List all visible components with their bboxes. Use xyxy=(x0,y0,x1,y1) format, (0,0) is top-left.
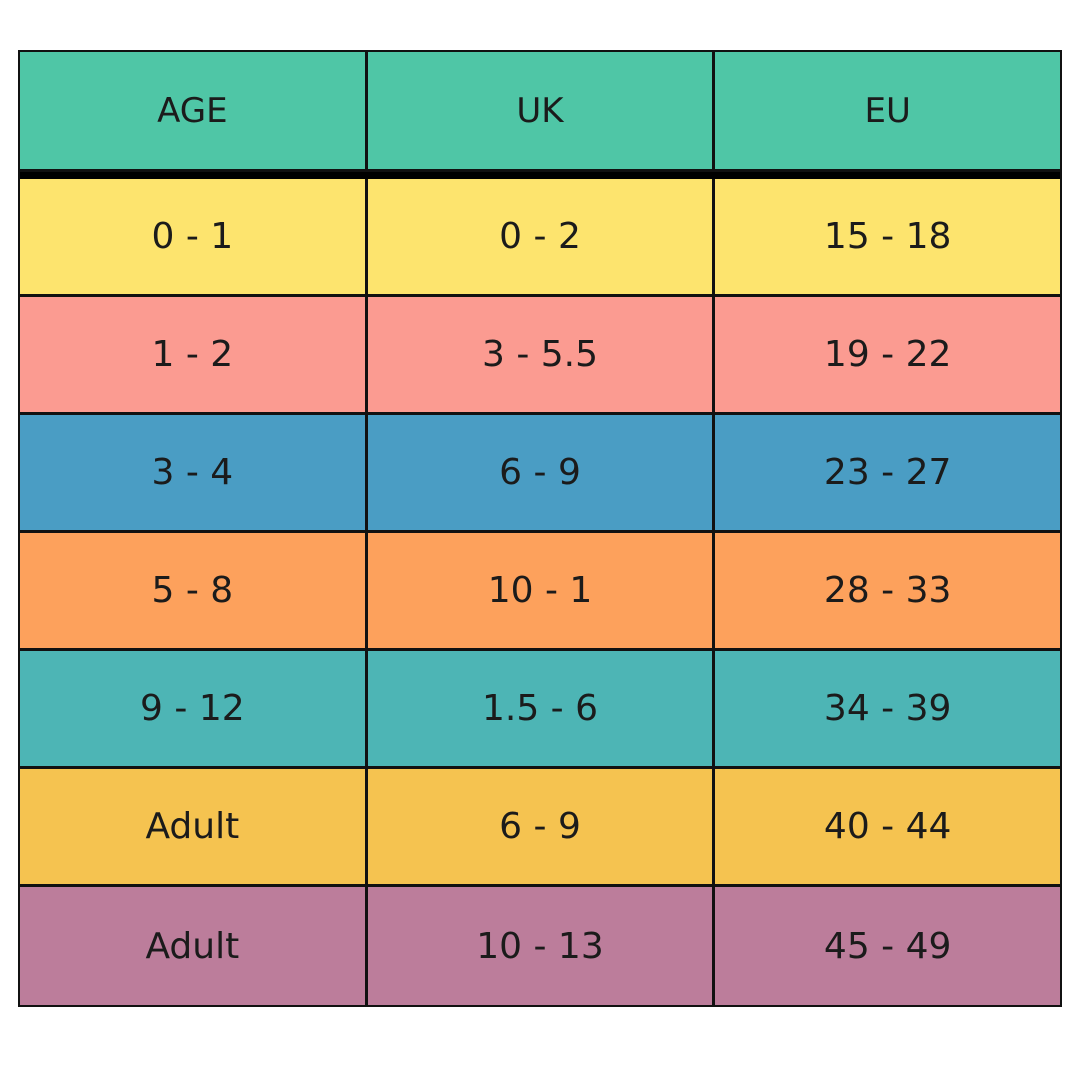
header-cell: UK xyxy=(367,52,716,172)
table-cell: 0 - 2 xyxy=(367,179,716,297)
table-row: 5 - 8 10 - 1 28 - 33 xyxy=(20,533,1061,651)
table-cell: 6 - 9 xyxy=(367,415,716,533)
table-cell: 23 - 27 xyxy=(715,415,1061,533)
table-cell: 34 - 39 xyxy=(715,651,1061,769)
table-cell: 0 - 1 xyxy=(20,179,368,297)
table-cell: 15 - 18 xyxy=(715,179,1061,297)
table-cell: Adult xyxy=(20,887,368,1005)
table-cell: 6 - 9 xyxy=(367,769,716,887)
table-cell: 5 - 8 xyxy=(20,533,368,651)
table-cell: 40 - 44 xyxy=(715,769,1061,887)
table-cell: 28 - 33 xyxy=(715,533,1061,651)
table-cell: 9 - 12 xyxy=(20,651,368,769)
table-row: Adult 10 - 13 45 - 49 xyxy=(20,887,1061,1005)
table-cell: Adult xyxy=(20,769,368,887)
header-cell: EU xyxy=(715,52,1061,172)
table-cell: 1 - 2 xyxy=(20,297,368,415)
table-cell: 3 - 5.5 xyxy=(367,297,716,415)
table-cell: 19 - 22 xyxy=(715,297,1061,415)
table-cell: 1.5 - 6 xyxy=(367,651,716,769)
table-row: Adult 6 - 9 40 - 44 xyxy=(20,769,1061,887)
header-cell: AGE xyxy=(20,52,368,172)
table-cell: 3 - 4 xyxy=(20,415,368,533)
table-cell: 10 - 1 xyxy=(367,533,716,651)
table-cell: 45 - 49 xyxy=(715,887,1061,1005)
table-cell: 10 - 13 xyxy=(367,887,716,1005)
header-row: AGE UK EU xyxy=(20,52,1061,179)
table-row: 9 - 12 1.5 - 6 34 - 39 xyxy=(20,651,1061,769)
